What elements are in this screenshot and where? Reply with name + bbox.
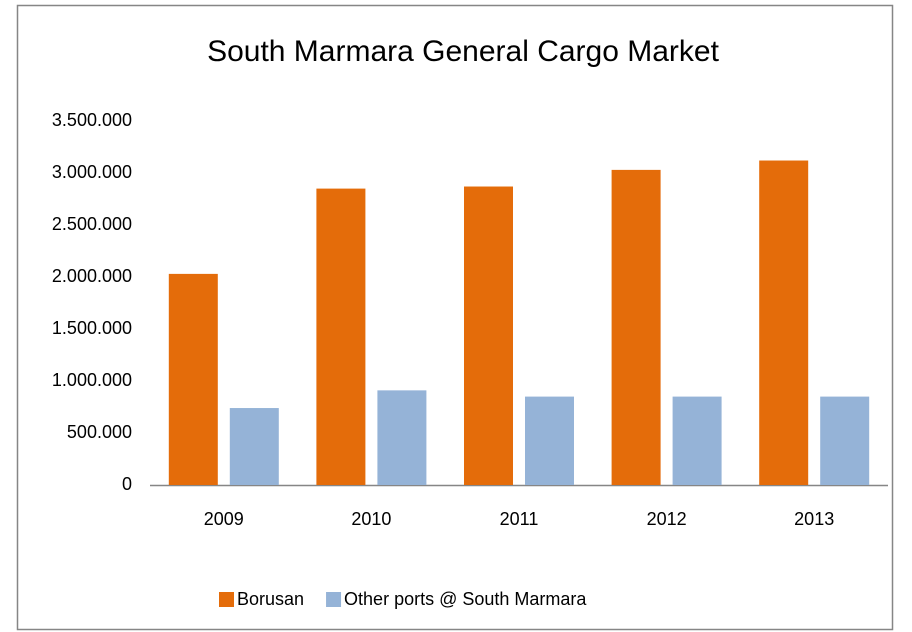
page: South Marmara General Cargo Market 0 500.… [0,0,912,632]
chart: South Marmara General Cargo Market 0 500.… [0,0,912,632]
x-tick-label: 2011 [500,509,539,529]
y-tick-label: 2.500.000 [52,214,132,234]
legend-label: Borusan [237,589,304,609]
y-tick-label: 3.500.000 [52,110,132,130]
bar [612,170,661,485]
bar [377,390,426,485]
legend-swatch [326,592,341,607]
bar [759,161,808,485]
y-tick-label: 500.000 [67,422,132,442]
y-tick-label: 1.000.000 [52,370,132,390]
y-tick-label: 1.500.000 [52,318,132,338]
y-tick-label: 3.000.000 [52,162,132,182]
bar [673,397,722,485]
legend-label: Other ports @ South Marmara [344,589,587,609]
bar [820,397,869,485]
legend-swatch [219,592,234,607]
chart-title: South Marmara General Cargo Market [207,35,720,68]
bar [525,397,574,485]
bar [464,187,513,485]
x-tick-label: 2009 [204,509,244,529]
bar [230,408,279,485]
x-tick-label: 2010 [351,509,391,529]
y-tick-label: 0 [122,474,132,494]
bar [316,189,365,485]
y-tick-label: 2.000.000 [52,266,132,286]
x-tick-label: 2012 [647,509,687,529]
bar [169,274,218,485]
x-tick-label: 2013 [794,509,834,529]
